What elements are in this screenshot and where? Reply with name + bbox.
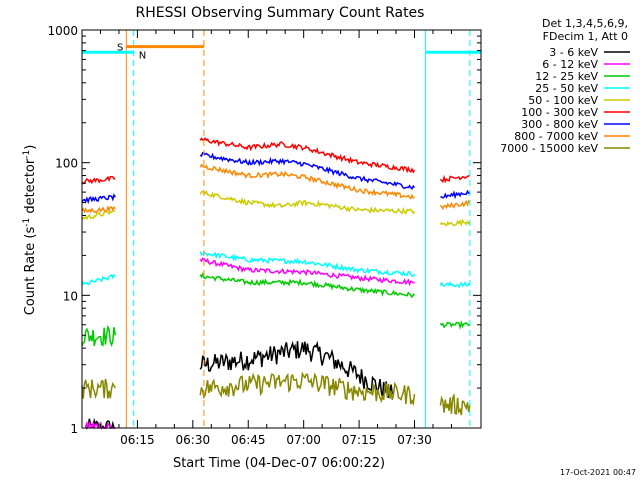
- legend-label-1: 6 - 12 keV: [542, 58, 598, 71]
- x-tick-label-4: 07:15: [342, 433, 377, 447]
- x-tick-label-2: 06:45: [231, 433, 266, 447]
- legend-label-7: 800 - 7000 keV: [514, 130, 598, 143]
- series-2: [81, 272, 471, 347]
- series-line-4-0: [81, 209, 116, 221]
- series-line-5-2: [439, 174, 471, 184]
- series-8: [81, 371, 471, 416]
- series-line-3-1: [199, 251, 416, 277]
- series-line-1-1: [199, 257, 415, 287]
- series-line-8-0: [81, 378, 116, 400]
- footer-timestamp: 17-Oct-2021 00:47: [560, 468, 636, 477]
- series-line-5-0: [81, 175, 116, 185]
- legend-header-2: FDecim 1, Att 0: [543, 30, 628, 43]
- series-line-4-2: [439, 218, 471, 228]
- legend-header-1: Det 1,3,4,5,6,9,: [542, 17, 628, 30]
- x-tick-label-1: 06:30: [176, 433, 211, 447]
- x-tick-label-3: 07:00: [286, 433, 321, 447]
- series-line-7-1: [199, 163, 415, 200]
- series-3: [81, 251, 471, 289]
- series-line-6-2: [440, 189, 471, 200]
- y-axis-label-sup1: -1: [22, 218, 32, 227]
- y-axis-label-sup2: -1: [22, 150, 32, 159]
- legend: Det 1,3,4,5,6,9, FDecim 1, Att 0 3 - 6 k…: [500, 17, 630, 155]
- legend-label-6: 300 - 800 keV: [521, 118, 598, 131]
- saa-label: S: [117, 43, 123, 54]
- x-axis-label: Start Time (04-Dec-07 06:00:22): [173, 456, 385, 471]
- legend-label-0: 3 - 6 keV: [549, 46, 598, 59]
- y-axis-label-end: ): [23, 145, 38, 150]
- series-line-8-1: [199, 371, 416, 407]
- night-label: N: [139, 51, 146, 62]
- y-axis-label-main: Count Rate (s: [23, 227, 38, 316]
- series-line-2-1: [199, 272, 415, 299]
- series-6: [81, 151, 471, 205]
- legend-label-5: 100 - 300 keV: [521, 106, 598, 119]
- series-4: [81, 189, 471, 228]
- plot-area: SN: [81, 30, 481, 430]
- series-line-6-1: [199, 151, 416, 191]
- y-tick-label-2: 100: [55, 157, 78, 171]
- legend-label-3: 25 - 50 keV: [535, 82, 598, 95]
- y-axis: 1 10 100 1000: [47, 24, 481, 436]
- series-line-2-2: [439, 320, 471, 330]
- series-5: [81, 137, 471, 185]
- y-tick-label-3: 1000: [47, 24, 78, 38]
- chart-title: RHESSI Observing Summary Count Rates: [136, 5, 425, 21]
- y-tick-label-0: 1: [70, 422, 78, 436]
- series-line-6-0: [81, 193, 116, 205]
- y-axis-label: Count Rate (s-1 detector-1): [22, 145, 38, 316]
- y-axis-label-mid: detector: [23, 158, 38, 218]
- series-line-4-1: [199, 189, 416, 215]
- series-7: [81, 163, 471, 214]
- series-line-7-2: [439, 199, 471, 211]
- series-line-5-1: [199, 137, 416, 174]
- legend-label-2: 12 - 25 keV: [535, 70, 598, 83]
- x-tick-label-5: 07:30: [397, 433, 432, 447]
- legend-label-8: 7000 - 15000 keV: [500, 142, 598, 155]
- series-line-2-0: [81, 324, 117, 347]
- legend-label-4: 50 - 100 keV: [528, 94, 598, 107]
- x-tick-label-0: 06:15: [120, 433, 155, 447]
- series-line-3-2: [439, 281, 471, 289]
- x-axis: 06:15 06:30 06:45 07:00 07:15 07:30: [99, 30, 452, 447]
- y-tick-label-1: 10: [63, 289, 78, 303]
- series-line-8-2: [439, 392, 471, 416]
- series-line-7-0: [81, 205, 116, 214]
- series-line-3-0: [81, 273, 116, 287]
- series-line-0-1: [199, 340, 394, 399]
- plot-frame: [81, 29, 482, 429]
